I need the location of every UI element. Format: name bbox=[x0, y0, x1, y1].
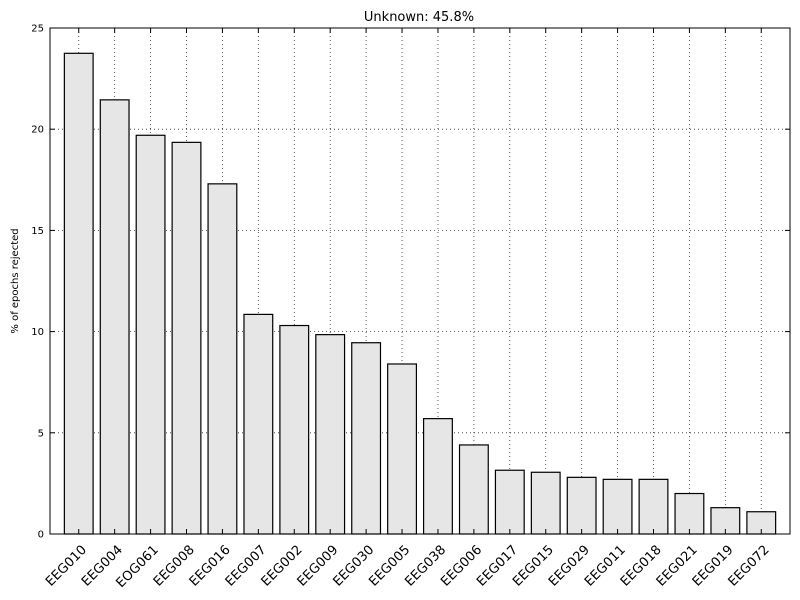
plot-frame bbox=[49, 27, 791, 535]
bar-eeg017 bbox=[494, 469, 525, 535]
bar-eeg016 bbox=[207, 183, 238, 535]
bar-eeg004 bbox=[99, 99, 130, 535]
bar-eog061 bbox=[135, 134, 166, 535]
bar-eeg002 bbox=[279, 324, 310, 535]
y-tick-label: 20 bbox=[31, 125, 44, 136]
bar-eeg030 bbox=[351, 342, 382, 535]
y-tick-label: 10 bbox=[31, 327, 44, 338]
bar-eeg038 bbox=[422, 418, 453, 535]
y-tick-label: 25 bbox=[31, 24, 44, 35]
y-tick-label: 0 bbox=[38, 530, 44, 541]
bar-eeg008 bbox=[171, 141, 202, 535]
y-axis-label: % of epochs rejected bbox=[10, 228, 21, 333]
bar-eeg015 bbox=[530, 471, 561, 535]
bar-eeg007 bbox=[243, 313, 274, 535]
bar-eeg005 bbox=[387, 363, 418, 535]
bar-eeg009 bbox=[315, 334, 346, 535]
bar-eeg018 bbox=[638, 478, 669, 535]
bar-eeg029 bbox=[566, 476, 597, 535]
y-tick-label: 15 bbox=[31, 226, 44, 237]
bar-eeg011 bbox=[602, 478, 633, 535]
axes-frame bbox=[49, 27, 791, 535]
bars bbox=[63, 52, 777, 535]
y-tick-label: 5 bbox=[38, 428, 44, 439]
bar-eeg006 bbox=[458, 444, 489, 535]
y-axis-ticks: 0 5 10 15 20 25 bbox=[31, 24, 790, 541]
chart-title: Unknown: 45.8% bbox=[364, 10, 474, 25]
bar-eeg021 bbox=[674, 492, 705, 535]
bar-eeg010 bbox=[63, 52, 94, 535]
